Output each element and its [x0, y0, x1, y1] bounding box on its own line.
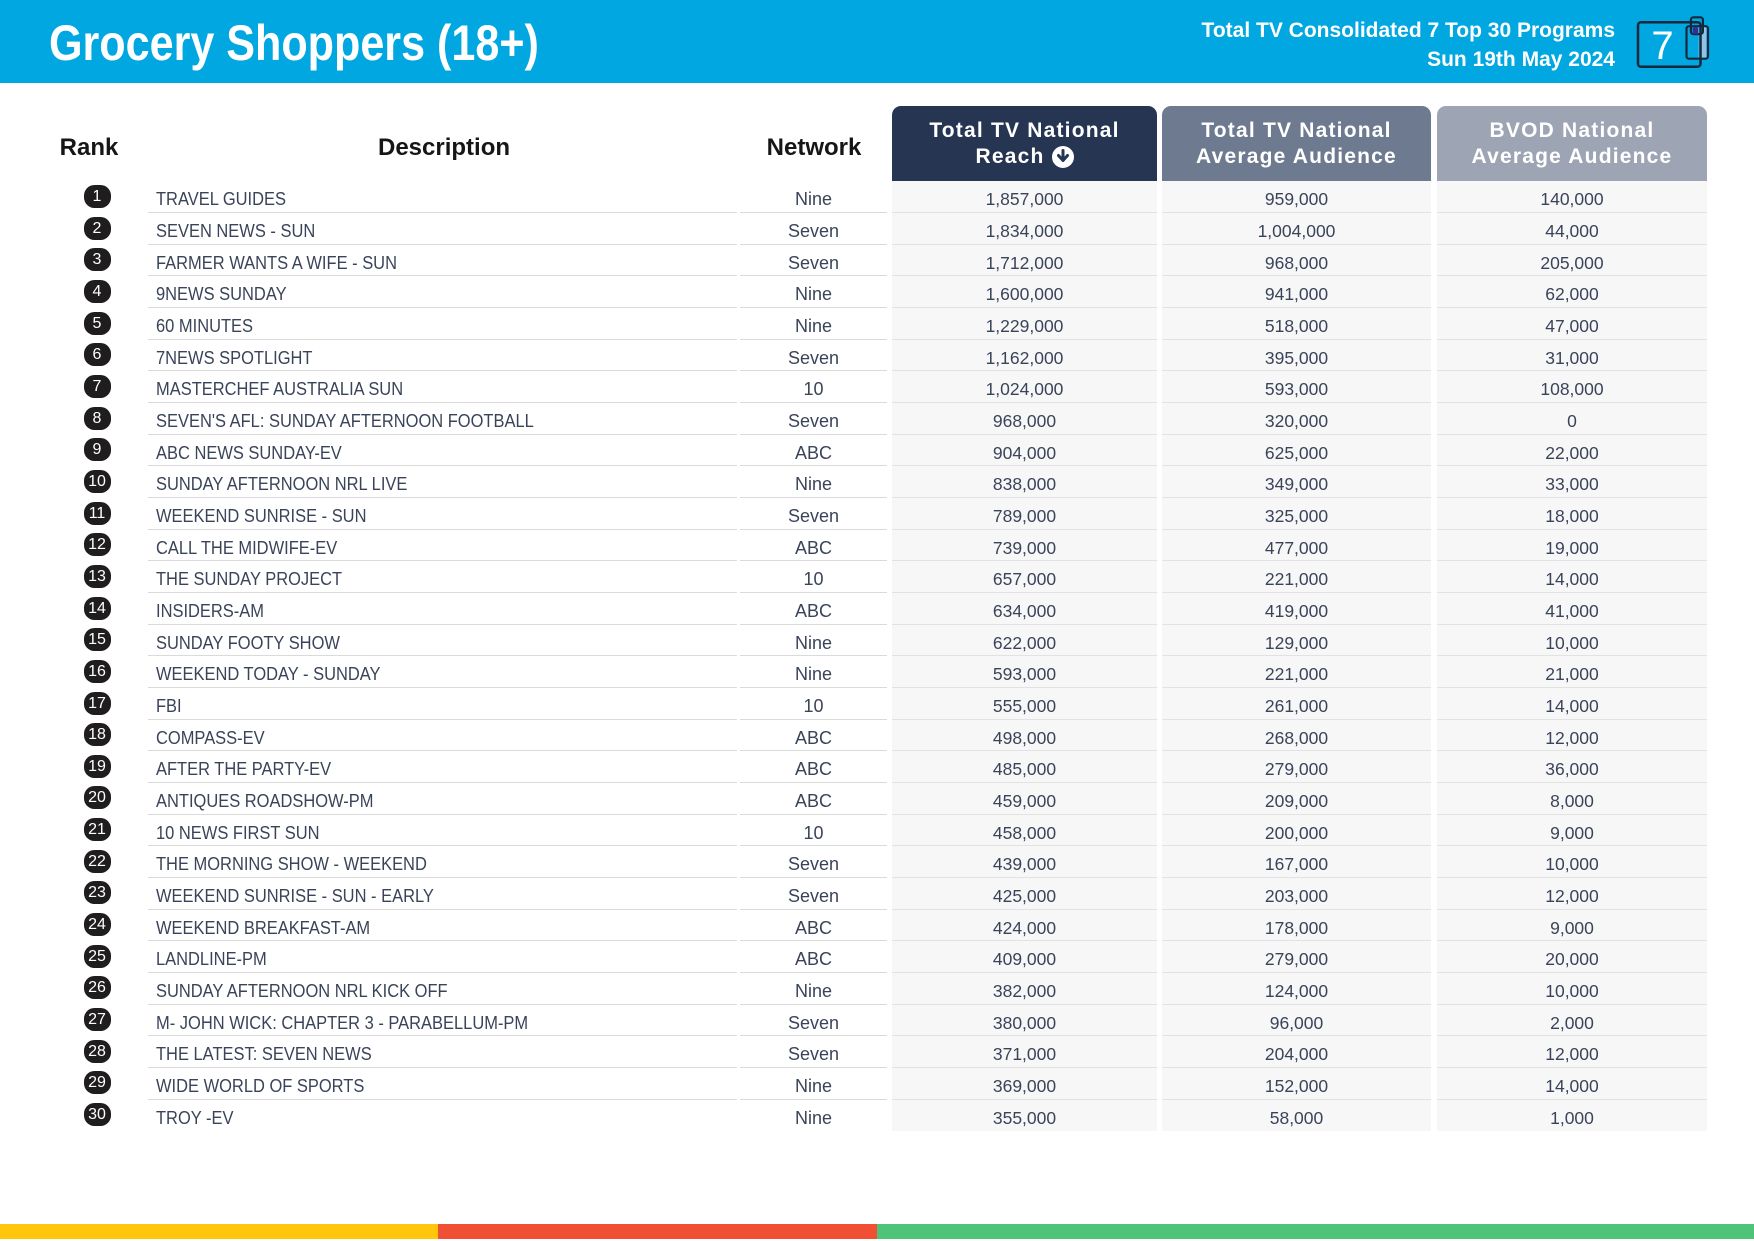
- svg-text:7: 7: [1651, 24, 1673, 68]
